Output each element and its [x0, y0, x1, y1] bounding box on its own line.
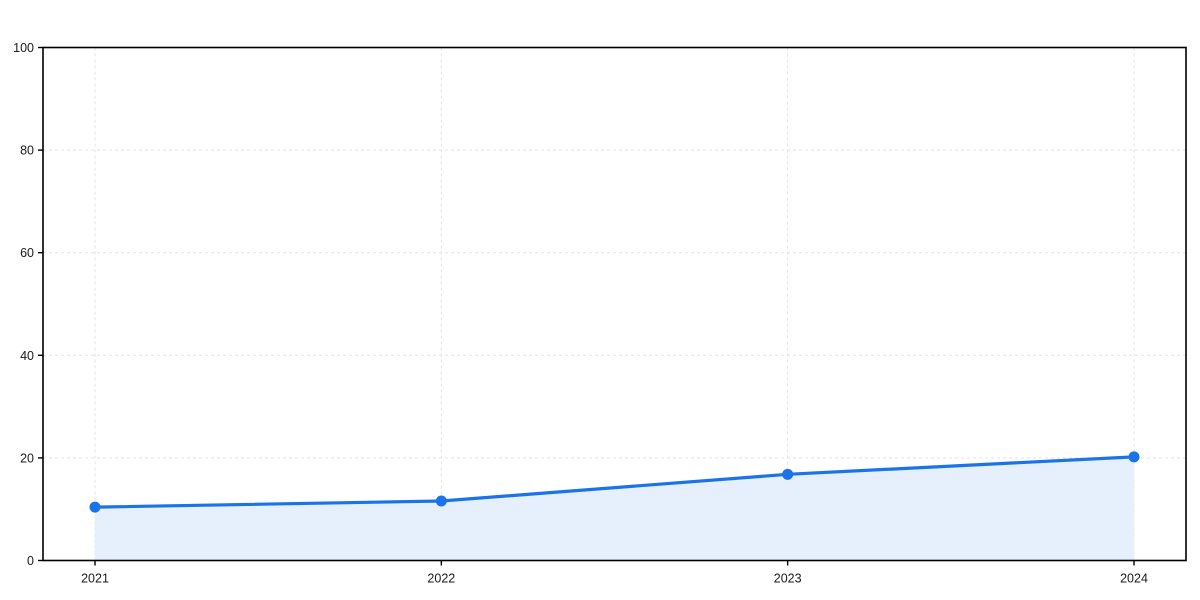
x-tick-label: 2022: [427, 572, 455, 586]
data-point-2022: [435, 495, 447, 507]
data-point-2024: [1128, 451, 1140, 463]
x-tick-label: 2024: [1120, 572, 1148, 586]
data-point-2021: [89, 501, 101, 513]
trend-line: [93, 455, 1136, 509]
x-tick-label: 2021: [81, 572, 109, 586]
data-point-2023: [782, 468, 794, 480]
plot-border: [42, 46, 1187, 562]
x-tick-label: 2023: [774, 572, 802, 586]
area-fill: [95, 456, 1134, 561]
y-tick-label: 20: [20, 451, 34, 465]
y-tick-label: 60: [20, 246, 34, 260]
y-tick-label: 80: [20, 144, 34, 158]
y-tick-label: 100: [13, 41, 34, 55]
y-tick-label: 40: [20, 349, 34, 363]
y-tick-label: 0: [27, 554, 34, 568]
